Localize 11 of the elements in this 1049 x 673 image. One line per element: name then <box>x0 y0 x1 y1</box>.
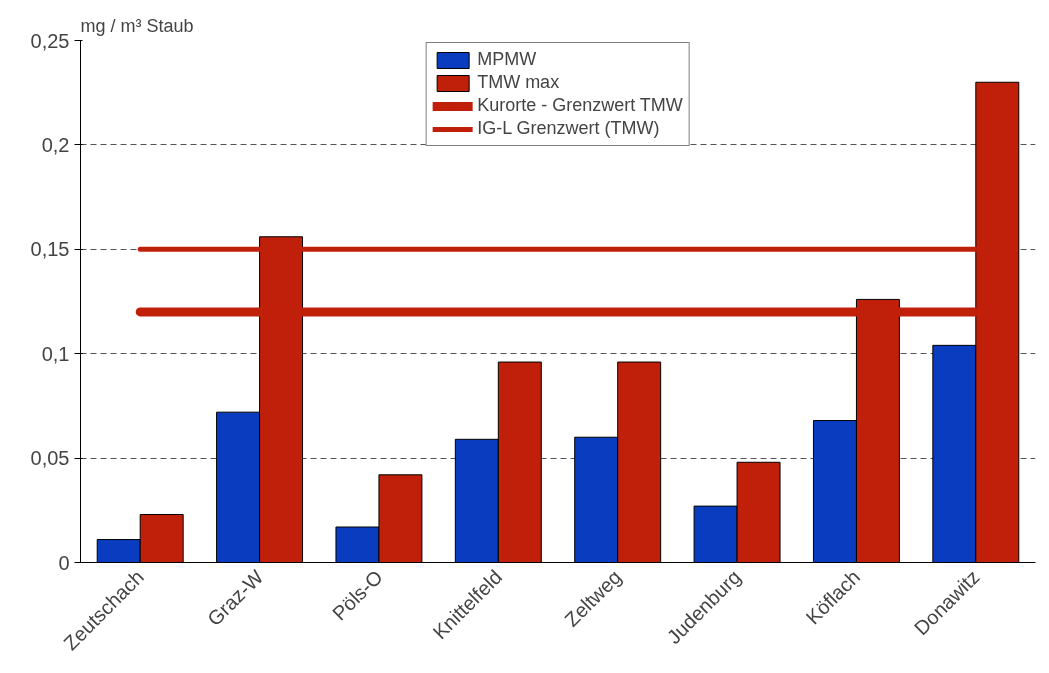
legend-label: MPMW <box>477 49 537 70</box>
y-tick-label: 0,2 <box>41 133 70 156</box>
y-tick-label: 0 <box>58 551 70 574</box>
y-tick-label: 0,25 <box>30 29 70 52</box>
y-tick-label: 0,05 <box>30 447 70 470</box>
legend-label: Kurorte - Grenzwert TMW <box>477 95 683 116</box>
y-tick-label: 0,1 <box>41 342 70 365</box>
y-axis-title: mg / m³ Staub <box>80 15 194 36</box>
legend-label: IG-L Grenzwert (TMW) <box>477 118 660 139</box>
y-tick-label: 0,15 <box>30 238 70 261</box>
legend-label: TMW max <box>477 72 560 93</box>
